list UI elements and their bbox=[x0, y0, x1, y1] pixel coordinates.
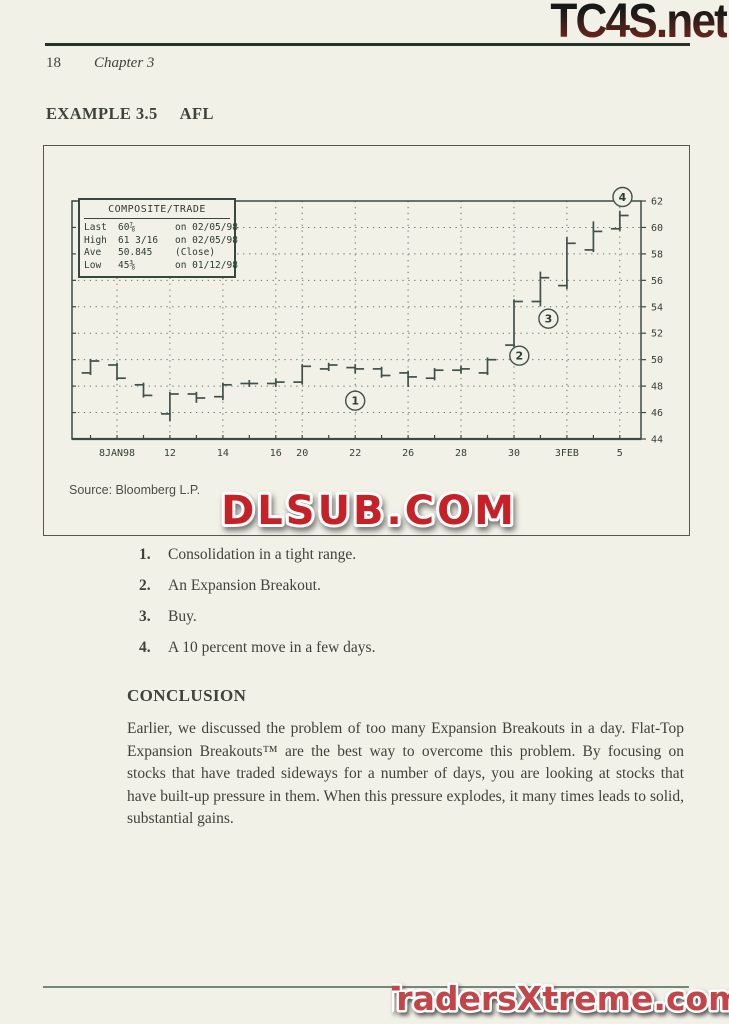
note-text: Buy. bbox=[168, 608, 197, 625]
note-text: Consolidation in a tight range. bbox=[168, 546, 357, 563]
note-number: 1. bbox=[139, 546, 151, 563]
svg-text:20: 20 bbox=[296, 448, 308, 459]
legend-label: Low bbox=[84, 259, 102, 271]
svg-text:30: 30 bbox=[508, 448, 520, 459]
legend-note: (Close) bbox=[175, 247, 216, 258]
svg-text:4: 4 bbox=[619, 191, 627, 204]
svg-text:26: 26 bbox=[402, 448, 414, 459]
svg-text:3FEB: 3FEB bbox=[555, 448, 579, 459]
svg-text:58: 58 bbox=[651, 249, 663, 260]
svg-text:50: 50 bbox=[651, 355, 663, 366]
legend-value: 50.845 bbox=[118, 247, 153, 258]
page-number: 18 bbox=[46, 55, 61, 71]
svg-text:28: 28 bbox=[455, 448, 467, 459]
legend-note: on 02/05/98 bbox=[175, 222, 238, 233]
svg-text:56: 56 bbox=[651, 276, 663, 287]
legend-value: 45⅜ bbox=[118, 259, 136, 271]
legend-note: on 01/12/98 bbox=[175, 259, 238, 271]
footer-rule bbox=[43, 986, 689, 988]
legend-note: on 02/05/98 bbox=[175, 234, 238, 246]
conclusion-heading: CONCLUSION bbox=[127, 686, 247, 705]
chapter-title: Chapter 3 bbox=[94, 55, 155, 71]
notes-list: 1. Consolidation in a tight range. 2. An E… bbox=[139, 546, 375, 670]
dlsub-watermark-text: DLSUB.COM bbox=[221, 488, 517, 534]
source-caption: Source: Bloomberg L.P. bbox=[69, 483, 201, 497]
svg-text:1: 1 bbox=[351, 395, 359, 408]
legend-value: 61 3/16 bbox=[118, 234, 159, 246]
legend-row-last: Last 60⅞ on 02/05/98 bbox=[84, 222, 238, 235]
example-label: EXAMPLE 3.5 bbox=[46, 104, 158, 123]
svg-text:14: 14 bbox=[217, 448, 229, 459]
example-heading: EXAMPLE 3.5 AFL bbox=[46, 104, 214, 124]
legend-row-low: Low 45⅜ on 01/12/98 bbox=[84, 259, 238, 273]
svg-text:16: 16 bbox=[270, 448, 282, 459]
header-rule bbox=[45, 43, 690, 46]
legend-value: 60⅞ bbox=[118, 222, 136, 233]
note-text: A 10 percent move in a few days. bbox=[168, 639, 376, 656]
legend-label: Ave bbox=[84, 247, 102, 258]
note-number: 2. bbox=[139, 577, 151, 594]
legend-row-ave: Ave 50.845 (Close) bbox=[84, 247, 230, 260]
note-number: 3. bbox=[139, 608, 151, 625]
legend-title: COMPOSITE/TRADE bbox=[84, 202, 230, 219]
svg-text:62: 62 bbox=[651, 197, 663, 208]
list-item: 2. An Expansion Breakout. bbox=[139, 577, 375, 595]
conclusion-paragraph: Earlier, we discussed the problem of too… bbox=[127, 720, 684, 827]
svg-text:2: 2 bbox=[515, 350, 523, 363]
note-text: An Expansion Breakout. bbox=[168, 577, 321, 594]
tradersxtreme-watermark: TradersXtreme.com bbox=[392, 977, 729, 1021]
svg-text:12: 12 bbox=[164, 448, 176, 459]
svg-text:46: 46 bbox=[651, 408, 663, 419]
list-item: 4. A 10 percent move in a few days. bbox=[139, 639, 375, 657]
legend-label: Last bbox=[84, 222, 107, 233]
legend-row-high: High 61 3/16 on 02/05/98 bbox=[84, 234, 238, 248]
svg-text:3: 3 bbox=[545, 313, 553, 326]
svg-text:52: 52 bbox=[651, 329, 663, 340]
svg-text:5: 5 bbox=[617, 448, 623, 459]
svg-text:48: 48 bbox=[651, 382, 663, 393]
svg-text:44: 44 bbox=[651, 435, 663, 446]
dlsub-watermark: DLSUB.COM bbox=[218, 485, 517, 537]
note-number: 4. bbox=[139, 639, 151, 656]
svg-text:60: 60 bbox=[651, 223, 663, 234]
svg-text:8JAN98: 8JAN98 bbox=[99, 448, 135, 459]
example-ticker: AFL bbox=[179, 104, 214, 123]
tc4s-logo: TC4S.net bbox=[550, 0, 729, 49]
list-item: 1. Consolidation in a tight range. bbox=[139, 546, 375, 564]
list-item: 3. Buy. bbox=[139, 608, 375, 626]
tradersxtreme-watermark-text: TradersXtreme.com bbox=[392, 979, 729, 1018]
example-figure-box: 8JAN98 12 14 16 20 22 26 28 30 3FEB 5 44 46 48 50 52 54 5… bbox=[43, 145, 690, 536]
svg-text:54: 54 bbox=[651, 302, 663, 313]
svg-text:22: 22 bbox=[349, 448, 361, 459]
quote-legend: COMPOSITE/TRADE Last 60⅞ on 02/05/98 High 6… bbox=[78, 198, 238, 278]
legend-label: High bbox=[84, 234, 107, 246]
